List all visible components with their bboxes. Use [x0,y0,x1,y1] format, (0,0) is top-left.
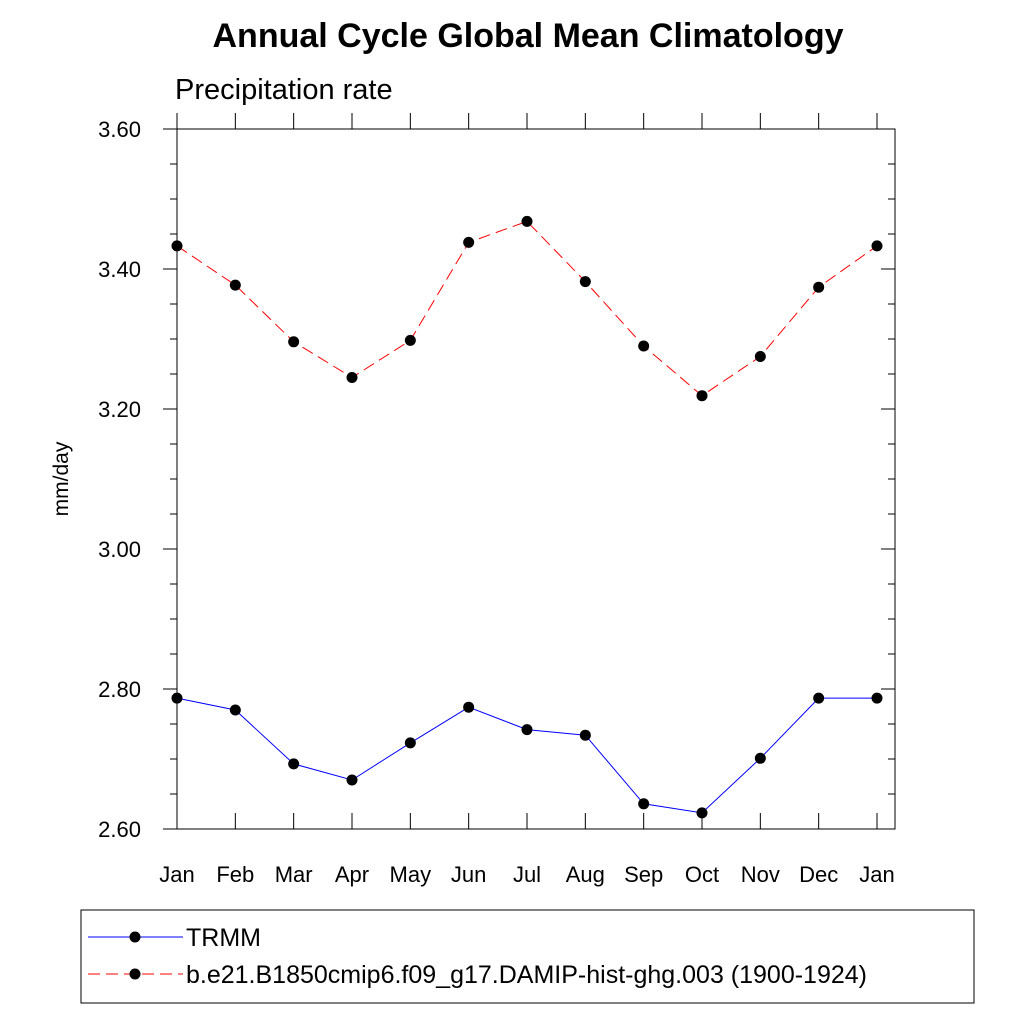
x-tick-labels: Jan Feb Mar Apr May Jun Jul Aug Sep Oct Nov Dec Jan [159,862,894,887]
data-point [229,279,241,291]
x-tick-label: Sep [624,862,663,887]
y-tick-labels: 2.60 2.80 3.00 3.20 3.40 3.60 [98,117,141,842]
data-point [813,281,825,293]
y-tick-label: 2.60 [98,817,141,842]
data-point [754,752,766,764]
legend-label: TRMM [186,924,261,952]
legend-marker [129,931,141,943]
series-line-0 [176,697,877,814]
data-point [463,701,475,713]
data-point [404,737,416,749]
data-point [521,724,533,736]
series-line-1 [176,220,878,397]
data-point [346,774,358,786]
x-tick-label: Nov [741,862,780,887]
data-point [288,336,300,348]
data-point [171,240,183,252]
x-tick-label: Feb [216,862,254,887]
series-layer [171,215,883,819]
data-point [229,704,241,716]
data-point [754,351,766,362]
y-tick-label: 2.80 [98,677,141,702]
x-tick-label: Apr [335,862,369,887]
data-point [579,729,591,741]
y-tick-label: 3.40 [98,257,141,282]
x-tick-label: Jan [159,862,194,887]
data-point [346,372,358,383]
data-point [171,692,183,704]
x-tick-label: Dec [799,862,838,887]
legend-label: b.e21.B1850cmip6.f09_g17.DAMIP-hist-ghg.… [186,961,867,989]
y-axis-label: mm/day [50,441,73,516]
y-tick-label: 3.00 [98,537,141,562]
data-point [579,276,591,288]
x-tick-label: Jan [859,862,894,887]
data-point [638,340,650,352]
data-point [696,390,708,402]
data-point [871,240,883,252]
x-tick-label: Aug [566,862,605,887]
y-tick-label: 3.60 [98,117,141,142]
x-tick-label: Mar [275,862,313,887]
legend: TRMM b.e21.B1850cmip6.f09_g17.DAMIP-hist-… [88,924,867,989]
chart-title: Annual Cycle Global Mean Climatology [213,17,844,55]
y-tick-label: 3.20 [98,397,141,422]
chart-subtitle: Precipitation rate [175,74,393,106]
data-point [638,798,650,810]
data-point [288,758,300,770]
data-point [404,334,416,346]
data-point [696,807,708,819]
axis-ticks [163,113,895,830]
data-point [871,692,883,704]
x-tick-label: Oct [685,862,719,887]
data-point [813,692,825,704]
x-tick-label: May [390,862,432,887]
x-tick-label: Jun [451,862,486,887]
data-point [463,236,475,248]
legend-box [80,909,975,1004]
data-point [521,215,533,227]
x-tick-label: Jul [513,862,541,887]
legend-marker [129,968,141,980]
plot-frame [176,128,896,830]
